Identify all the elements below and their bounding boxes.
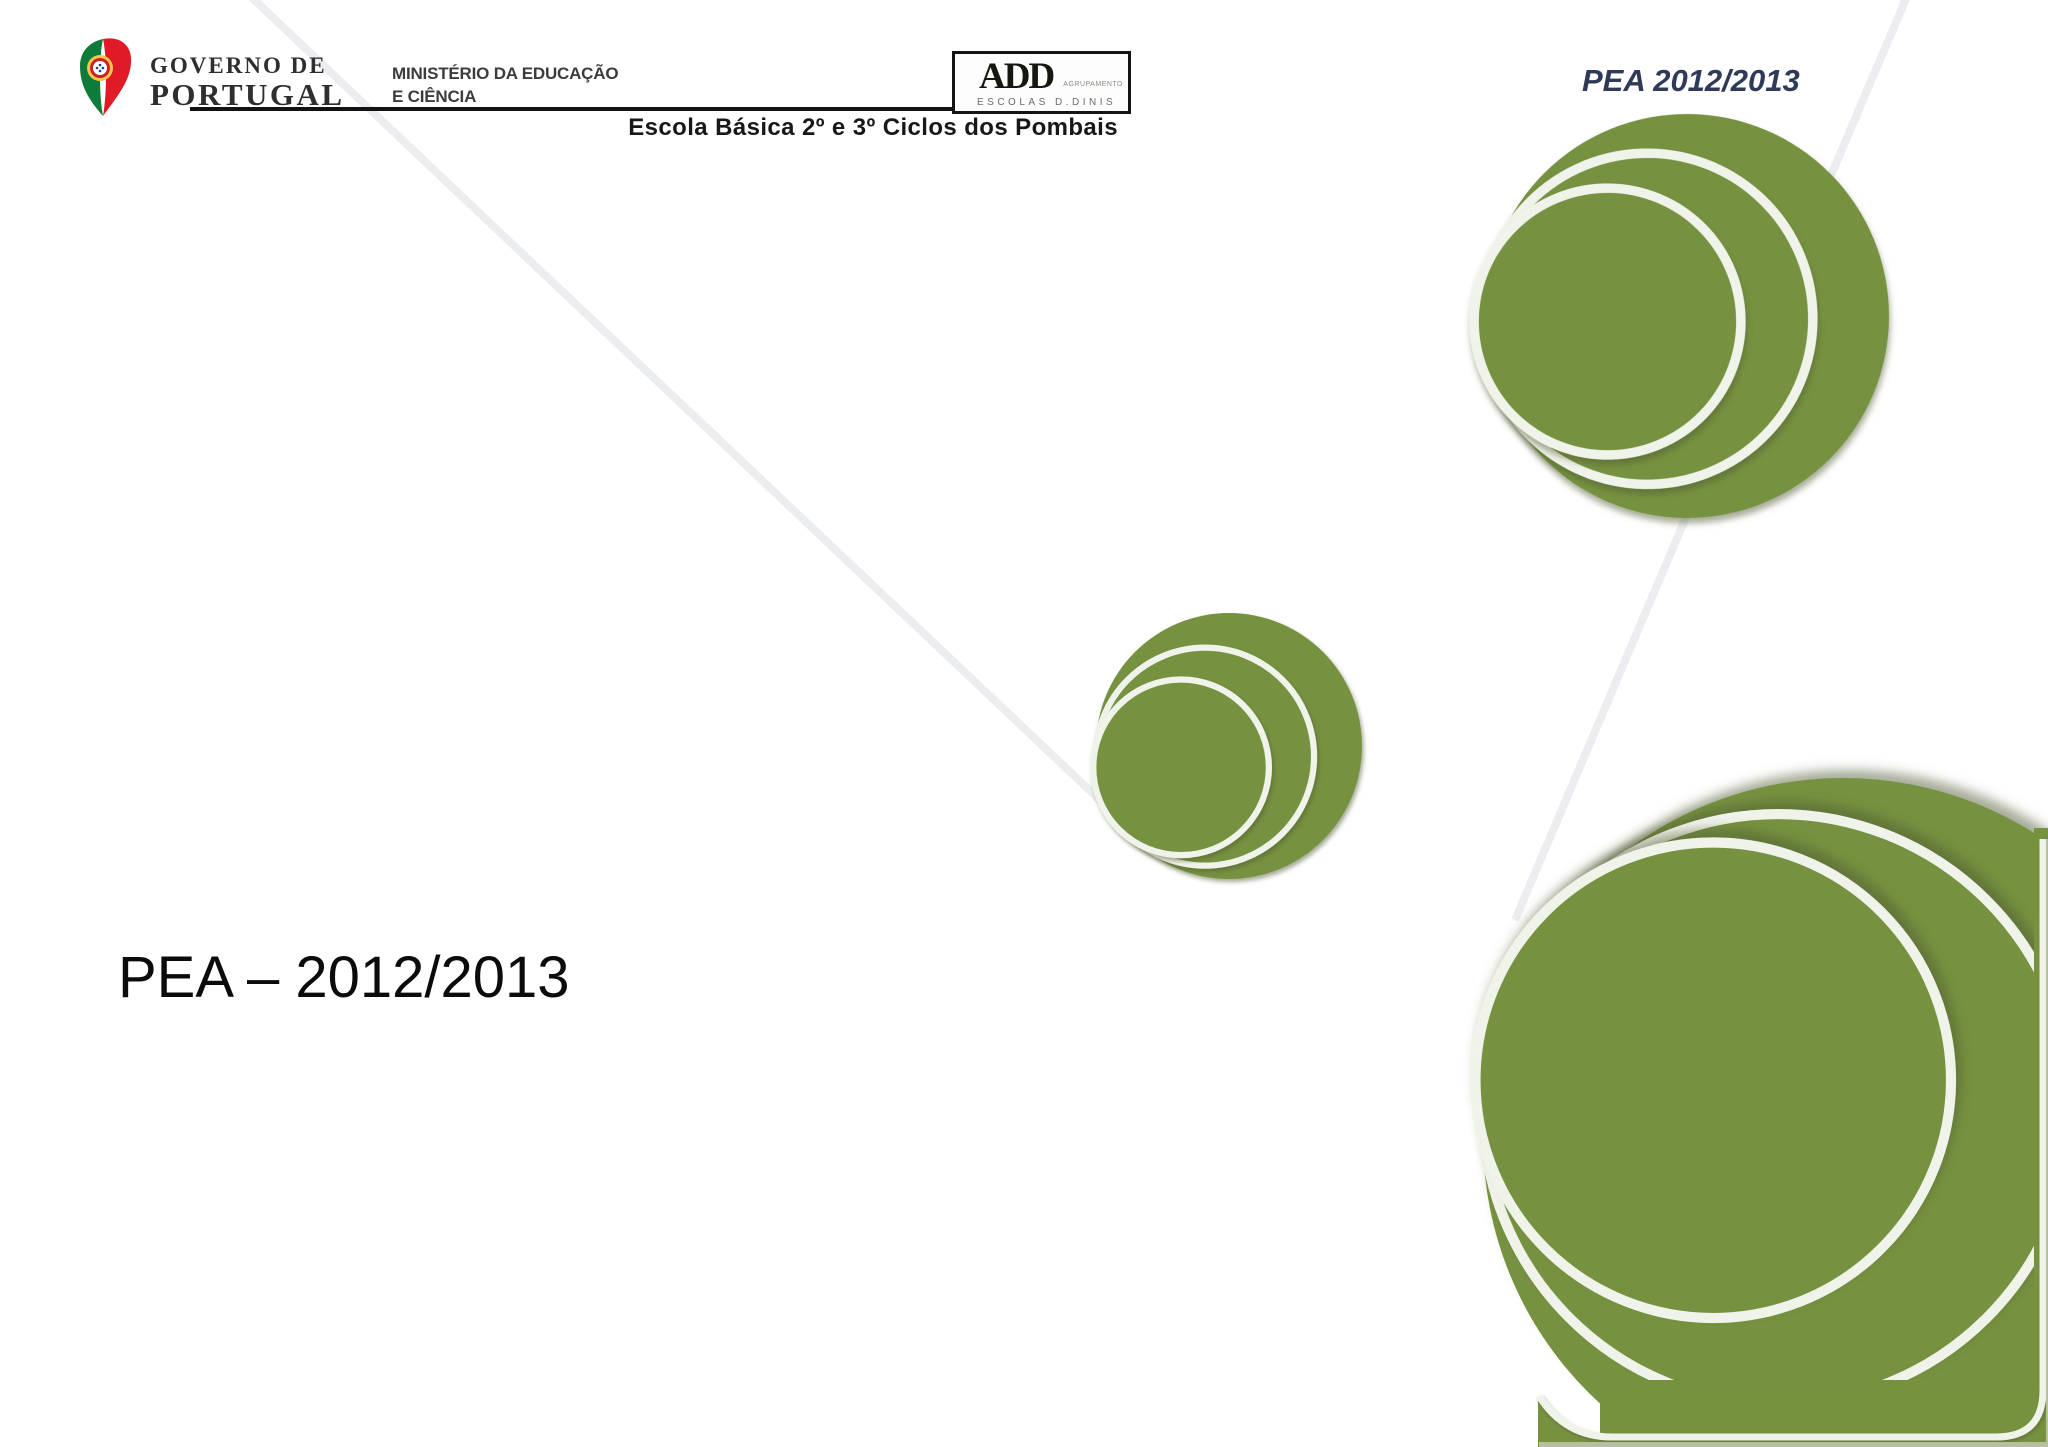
school-badge-bottom-label: ESCOLAS D.DINIS: [977, 97, 1117, 108]
school-badge-side-label: AGRUPAMENTO: [1063, 81, 1123, 88]
green-circles-motif-bottom-right: [1476, 778, 2048, 1447]
school-badge-monogram: ADD: [979, 56, 1055, 97]
ministry-line1: MINISTÉRIO DA EDUCAÇÃO: [392, 64, 619, 83]
government-wordmark: GOVERNO DE PORTUGAL: [150, 54, 345, 110]
ministry-line2: E CIÊNCIA: [392, 87, 477, 106]
header-rule: [190, 107, 952, 111]
diagonal-line-left: [248, 0, 1143, 841]
ministry-label: MINISTÉRIO DA EDUCAÇÃO E CIÊNCIA: [392, 62, 619, 108]
school-badge: ADD AGRUPAMENTO ESCOLAS D.DINIS: [952, 51, 1131, 114]
government-line2: PORTUGAL: [150, 77, 345, 112]
school-name: Escola Básica 2º e 3º Ciclos dos Pombais: [628, 114, 1118, 141]
government-line1: GOVERNO DE: [150, 53, 327, 78]
page-edge-frame: [1536, 828, 2048, 1447]
portugal-coat-of-arms-icon: [80, 38, 132, 116]
green-circles-motif-middle: [1093, 613, 1362, 879]
corner-label: PEA 2012/2013: [1582, 63, 1800, 98]
green-circles-motif-top-right: [1424, 56, 1946, 575]
page-title: PEA – 2012/2013: [118, 945, 570, 1010]
